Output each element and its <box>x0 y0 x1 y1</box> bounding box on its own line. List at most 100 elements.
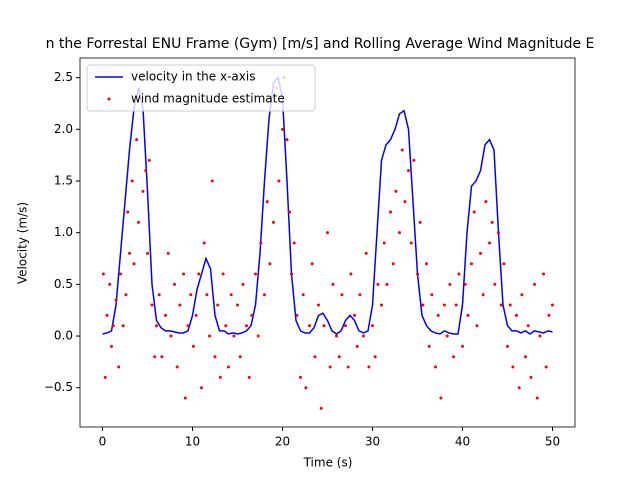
y-tick-label: 0.5 <box>54 277 73 291</box>
point <box>538 334 542 338</box>
legend-label: velocity in the x-axis <box>131 70 255 84</box>
point <box>373 355 377 359</box>
point <box>310 262 314 266</box>
point <box>337 355 341 359</box>
point <box>202 241 206 245</box>
point <box>295 313 299 317</box>
point <box>544 365 548 369</box>
point <box>421 303 425 307</box>
point <box>150 303 154 307</box>
point <box>111 324 115 328</box>
point <box>479 251 482 255</box>
point <box>445 334 449 338</box>
point <box>183 396 187 400</box>
point <box>194 313 198 317</box>
point <box>517 386 521 390</box>
line <box>102 76 553 335</box>
chart-title: n the Forrestal ENU Frame (Gym) [m/s] an… <box>46 36 595 52</box>
point <box>155 324 158 328</box>
point <box>463 282 467 286</box>
point <box>147 158 151 162</box>
point <box>380 303 383 307</box>
point <box>484 200 488 204</box>
point <box>119 272 122 276</box>
point <box>398 231 401 235</box>
point <box>144 169 148 173</box>
point <box>103 375 107 379</box>
point <box>317 303 320 307</box>
point <box>499 303 503 307</box>
point <box>385 282 389 286</box>
point <box>439 396 443 400</box>
x-tick-label: 0 <box>99 435 107 449</box>
point <box>547 313 551 317</box>
point <box>191 344 195 348</box>
y-axis-label: Velocity (m/s) <box>16 202 30 284</box>
point <box>292 241 296 245</box>
point <box>457 272 461 276</box>
point <box>497 231 500 235</box>
point <box>502 262 506 266</box>
point <box>110 344 113 348</box>
point <box>355 344 359 348</box>
point <box>189 293 193 297</box>
y-tick-label: 2.0 <box>54 122 73 136</box>
point <box>105 313 109 317</box>
point <box>175 365 179 369</box>
point <box>448 282 452 286</box>
point <box>210 179 214 183</box>
point <box>493 282 497 286</box>
point <box>236 303 239 307</box>
point <box>117 365 121 369</box>
point <box>346 365 350 369</box>
point <box>371 324 374 328</box>
point <box>218 375 222 379</box>
point <box>208 334 212 338</box>
legend-box <box>86 64 316 112</box>
point <box>322 324 326 328</box>
point <box>281 127 284 131</box>
point <box>178 303 182 307</box>
point <box>362 334 365 338</box>
point <box>340 293 344 297</box>
point <box>488 241 491 245</box>
point <box>164 313 167 317</box>
point <box>349 272 353 276</box>
point <box>533 282 536 286</box>
point <box>515 313 518 317</box>
y-tick-label: 2.5 <box>54 70 73 84</box>
point <box>353 313 356 317</box>
point <box>290 272 293 276</box>
point <box>250 313 254 317</box>
point <box>524 355 527 359</box>
point <box>241 282 245 286</box>
point <box>101 272 105 276</box>
point <box>288 210 292 214</box>
point <box>126 210 130 214</box>
point <box>157 293 161 297</box>
point <box>526 324 530 328</box>
point <box>418 220 422 224</box>
point <box>542 272 545 276</box>
point <box>425 262 428 266</box>
point <box>169 334 173 338</box>
point <box>412 158 416 162</box>
point <box>121 324 125 328</box>
point <box>407 169 410 173</box>
point <box>520 293 524 297</box>
point <box>454 303 458 307</box>
point <box>400 148 404 152</box>
point <box>326 231 329 235</box>
point <box>137 220 140 224</box>
point <box>224 324 228 328</box>
point <box>335 334 338 338</box>
point <box>265 200 269 204</box>
point <box>331 282 335 286</box>
point <box>263 293 266 297</box>
point <box>443 303 446 307</box>
point <box>259 241 263 245</box>
x-tick-label: 30 <box>365 435 380 449</box>
point <box>461 344 464 348</box>
point <box>238 355 242 359</box>
